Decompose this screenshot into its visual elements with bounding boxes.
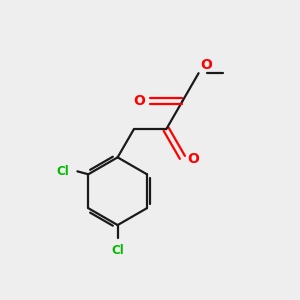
Text: Cl: Cl bbox=[111, 244, 124, 257]
Text: O: O bbox=[187, 152, 199, 166]
Text: Cl: Cl bbox=[56, 165, 69, 178]
Text: O: O bbox=[200, 58, 212, 72]
Text: O: O bbox=[134, 94, 146, 108]
